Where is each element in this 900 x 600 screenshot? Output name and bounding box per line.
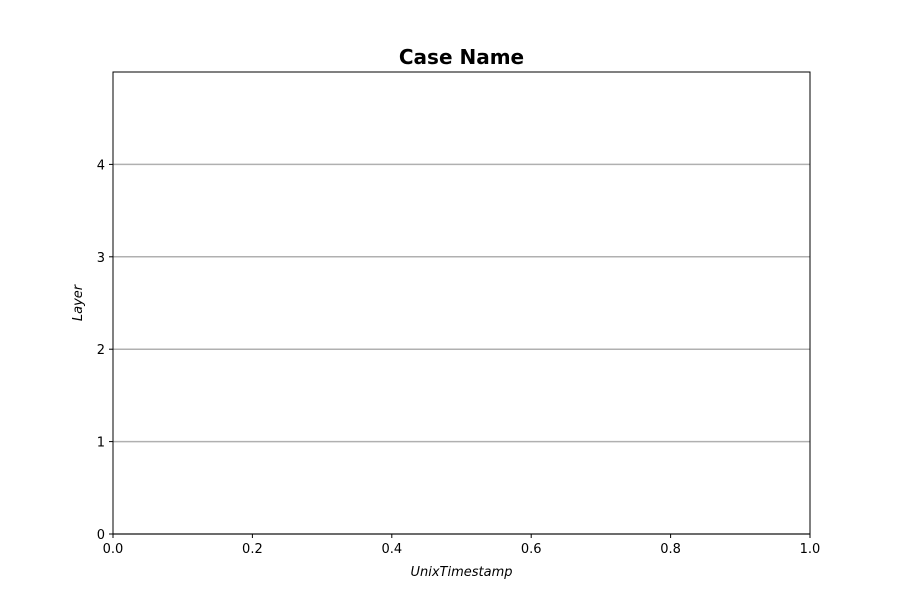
y-tick-label: 2: [97, 343, 105, 358]
x-tick-label: 0.4: [381, 542, 402, 557]
y-tick-label: 4: [97, 158, 105, 173]
y-tick-label: 3: [97, 251, 105, 266]
plot-area: [112, 71, 811, 535]
x-axis: 0.0 0.2 0.4 0.6 0.8 1.0: [103, 534, 821, 557]
x-tick-label: 1.0: [800, 542, 821, 557]
y-tick-label: 1: [97, 436, 105, 451]
x-tick-label: 0.6: [521, 542, 542, 557]
y-axis-label: Layer: [71, 283, 86, 321]
y-axis: 0 1 2 3 4: [97, 158, 113, 543]
x-tick-label: 0.0: [103, 542, 124, 557]
x-tick-label: 0.2: [242, 542, 263, 557]
grid-lines: [113, 163, 810, 535]
x-tick-label: 0.8: [660, 542, 681, 557]
chart-title: Case Name: [399, 45, 524, 69]
y-tick-label: 0: [97, 528, 105, 543]
x-axis-label: UnixTimestamp: [410, 565, 512, 580]
